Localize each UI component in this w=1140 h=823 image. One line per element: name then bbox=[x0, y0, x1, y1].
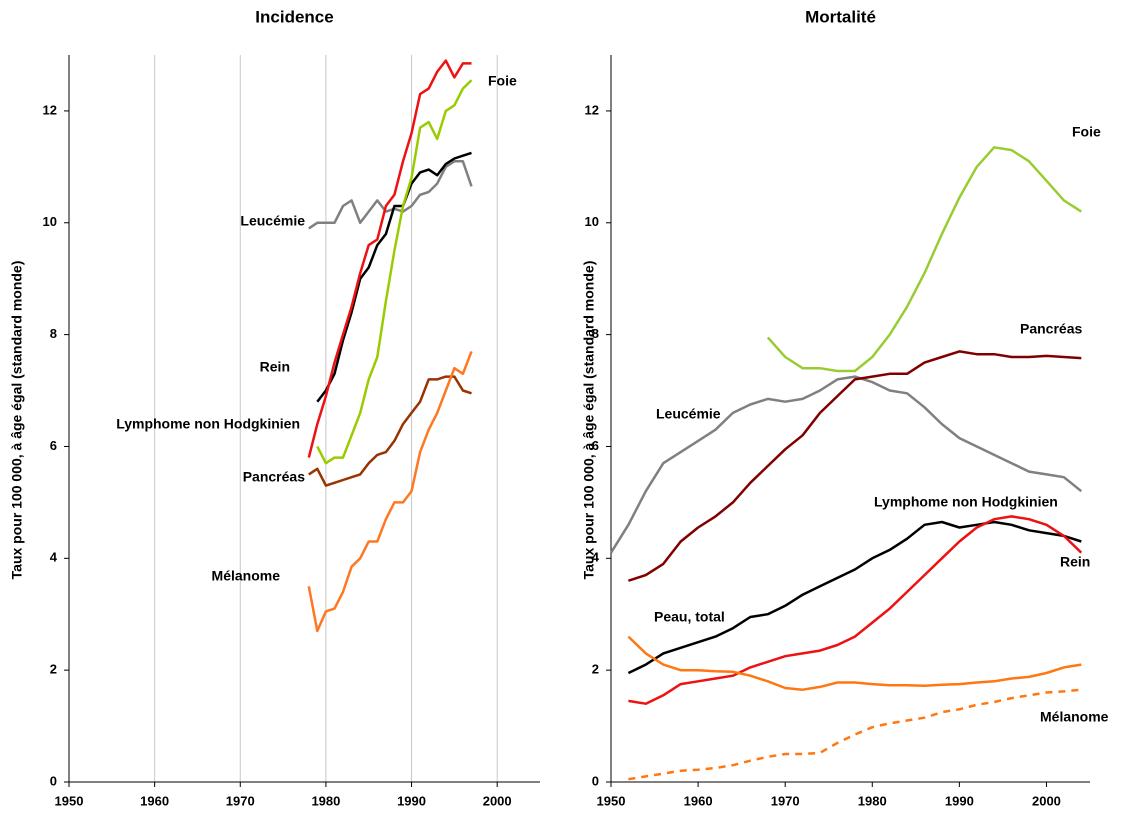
series-line bbox=[308, 160, 473, 230]
series-line bbox=[308, 375, 472, 487]
series-label: Pancréas bbox=[243, 469, 305, 485]
y-axis-label: Taux pour 100 000, à âge égal (standard … bbox=[581, 261, 597, 580]
y-tick-label: 10 bbox=[43, 214, 57, 229]
x-tick-label: 1960 bbox=[684, 793, 713, 808]
y-axis-label: Taux pour 100 000, à âge égal (standard … bbox=[9, 261, 25, 580]
y-tick-label: 12 bbox=[43, 102, 57, 117]
x-tick-label: 1950 bbox=[55, 793, 84, 808]
x-tick-label: 1960 bbox=[140, 793, 169, 808]
y-tick-label: 0 bbox=[50, 773, 57, 788]
y-tick-label: 6 bbox=[50, 438, 57, 453]
series-label: Lymphome non Hodgkinien bbox=[116, 416, 300, 432]
series-line bbox=[609, 375, 1083, 554]
x-tick-label: 1980 bbox=[858, 793, 887, 808]
chart-title: Incidence bbox=[255, 7, 333, 26]
series-label: Lymphome non Hodgkinien bbox=[874, 494, 1058, 510]
series-label: Leucémie bbox=[240, 213, 305, 229]
x-tick-label: 1980 bbox=[311, 793, 340, 808]
series-line bbox=[627, 635, 1082, 691]
series-line bbox=[316, 151, 472, 403]
x-tick-label: 1990 bbox=[397, 793, 426, 808]
series-label: Rein bbox=[260, 359, 290, 375]
y-tick-label: 4 bbox=[50, 550, 58, 565]
series-label: Pancréas bbox=[1020, 321, 1082, 337]
series-label: Mélanome bbox=[1040, 709, 1109, 725]
series-line bbox=[316, 79, 473, 465]
x-tick-label: 1990 bbox=[945, 793, 974, 808]
x-tick-label: 2000 bbox=[1032, 793, 1061, 808]
series-line bbox=[628, 515, 1083, 705]
x-tick-label: 1970 bbox=[771, 793, 800, 808]
series-label: Rein bbox=[1060, 554, 1090, 570]
chart-title: Mortalité bbox=[805, 7, 876, 26]
y-tick-label: 8 bbox=[592, 326, 599, 341]
y-tick-label: 10 bbox=[585, 214, 599, 229]
series-line bbox=[766, 146, 1082, 373]
y-tick-label: 0 bbox=[592, 773, 599, 788]
series-line bbox=[628, 688, 1082, 781]
y-tick-label: 6 bbox=[592, 438, 599, 453]
series-line bbox=[627, 520, 1082, 675]
x-tick-label: 1950 bbox=[597, 793, 626, 808]
series-label: Foie bbox=[1072, 124, 1101, 140]
series-label: Peau, total bbox=[654, 609, 725, 625]
x-tick-label: 1970 bbox=[226, 793, 255, 808]
y-tick-label: 2 bbox=[50, 662, 57, 677]
series-line bbox=[628, 350, 1082, 582]
series-line bbox=[307, 350, 473, 633]
series-label: Foie bbox=[488, 73, 517, 89]
y-tick-label: 12 bbox=[585, 102, 599, 117]
series-label: Mélanome bbox=[212, 568, 281, 584]
x-tick-label: 2000 bbox=[483, 793, 512, 808]
y-tick-label: 4 bbox=[592, 550, 600, 565]
series-label: Leucémie bbox=[656, 406, 721, 422]
y-tick-label: 2 bbox=[592, 662, 599, 677]
series-line bbox=[307, 59, 472, 458]
y-tick-label: 8 bbox=[50, 326, 57, 341]
